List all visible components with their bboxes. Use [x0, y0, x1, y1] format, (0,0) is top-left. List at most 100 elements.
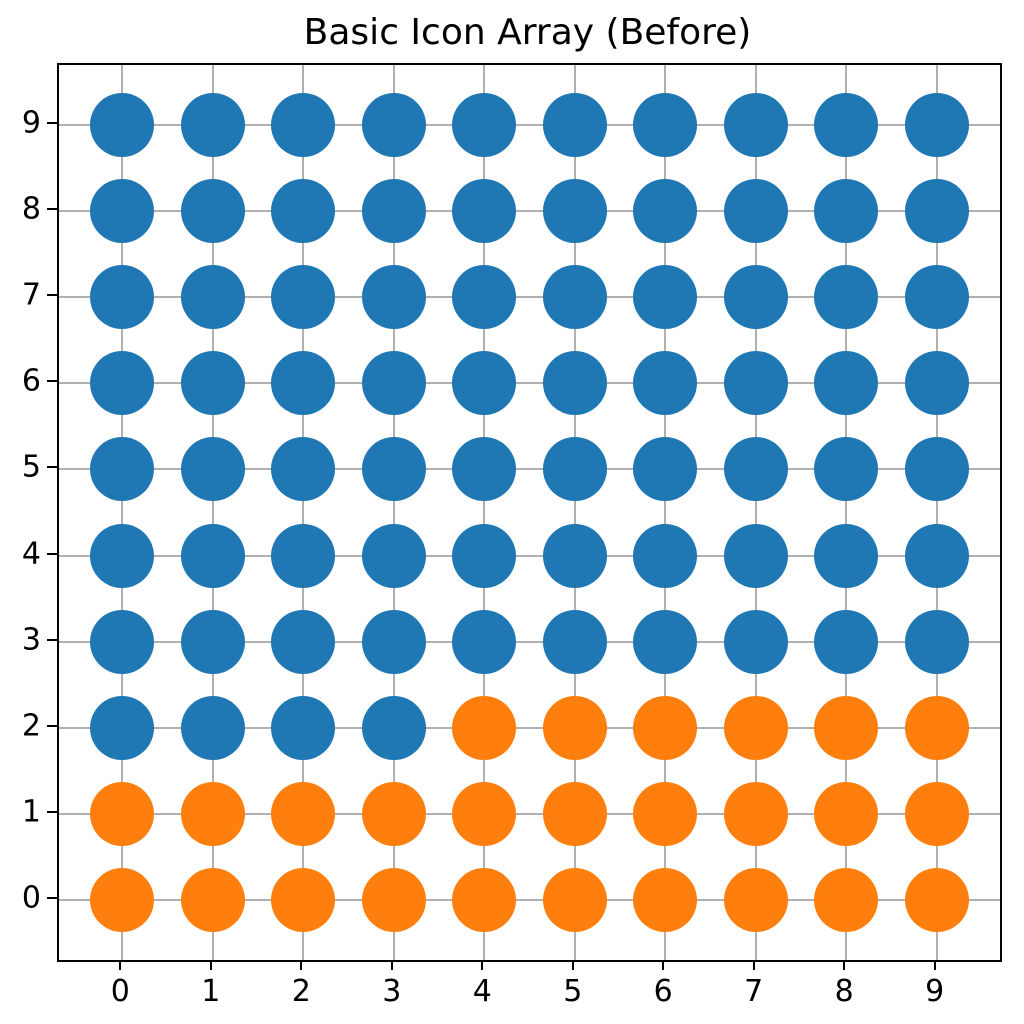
grid-line-vertical [664, 65, 667, 960]
y-axis-tick [47, 380, 57, 383]
icon-array-dot [814, 265, 879, 330]
icon-array-dot [904, 609, 969, 674]
icon-array-dot [452, 781, 517, 846]
icon-array-dot [633, 179, 698, 244]
x-axis-tick [300, 960, 303, 970]
y-tick-label: 9 [21, 105, 41, 141]
icon-array-dot [452, 695, 517, 760]
y-axis-tick [47, 552, 57, 555]
y-axis-tick [47, 208, 57, 211]
icon-array-dot [361, 867, 426, 932]
icon-array-dot [542, 609, 607, 674]
icon-array-dot [904, 523, 969, 588]
x-tick-label: 1 [201, 974, 221, 1009]
grid-line-vertical [754, 65, 757, 960]
y-tick-label: 6 [21, 363, 41, 399]
icon-array-dot [271, 867, 336, 932]
y-tick-label: 5 [21, 449, 41, 485]
grid-line-vertical [483, 65, 486, 960]
icon-array-dot [361, 609, 426, 674]
icon-array-dot [723, 695, 788, 760]
icon-array-dot [452, 265, 517, 330]
icon-array-dot [904, 93, 969, 158]
y-tick-label: 8 [21, 191, 41, 227]
icon-array-dot [90, 695, 155, 760]
icon-array-dot [904, 351, 969, 416]
icon-array-dot [180, 93, 245, 158]
icon-array-dot [180, 351, 245, 416]
icon-array-dot [904, 179, 969, 244]
icon-array-dot [814, 351, 879, 416]
icon-array-dot [180, 265, 245, 330]
icon-array-dot [542, 695, 607, 760]
y-tick-label: 7 [21, 277, 41, 313]
grid-line-horizontal [59, 812, 1000, 815]
icon-array-dot [452, 351, 517, 416]
grid-line-horizontal [59, 554, 1000, 557]
icon-array-dot [723, 781, 788, 846]
icon-array-dot [633, 781, 698, 846]
icon-array-dot [904, 867, 969, 932]
icon-array-dot [633, 695, 698, 760]
icon-array-dot [542, 265, 607, 330]
grid-line-horizontal [59, 296, 1000, 299]
icon-array-dot [90, 93, 155, 158]
icon-array-dot [452, 609, 517, 674]
icon-array-dot [633, 867, 698, 932]
icon-array-dot [271, 695, 336, 760]
icon-array-dot [271, 265, 336, 330]
grid-line-horizontal [59, 640, 1000, 643]
x-axis-tick [571, 960, 574, 970]
icon-array-dot [542, 93, 607, 158]
icon-array-dot [723, 351, 788, 416]
icon-array-dot [904, 265, 969, 330]
icon-array-dot [452, 867, 517, 932]
icon-array-dot [542, 437, 607, 502]
icon-array-dot [723, 265, 788, 330]
x-axis-tick [209, 960, 212, 970]
icon-array-dot [814, 695, 879, 760]
icon-array-dot [814, 179, 879, 244]
grid-line-vertical [573, 65, 576, 960]
icon-array-dot [180, 781, 245, 846]
icon-array-dot [633, 265, 698, 330]
x-axis-tick [119, 960, 122, 970]
icon-array-dot [452, 523, 517, 588]
icon-array-dot [180, 437, 245, 502]
icon-array-dot [814, 609, 879, 674]
x-tick-label: 3 [382, 974, 402, 1009]
grid-line-horizontal [59, 726, 1000, 729]
y-axis-tick [47, 724, 57, 727]
grid-line-horizontal [59, 210, 1000, 213]
icon-array-dot [542, 781, 607, 846]
icon-array-dot [90, 609, 155, 674]
grid-line-horizontal [59, 382, 1000, 385]
icon-array-dot [271, 781, 336, 846]
x-axis-tick [390, 960, 393, 970]
grid-line-vertical [935, 65, 938, 960]
y-axis-tick [47, 638, 57, 641]
icon-array-dot [271, 179, 336, 244]
grid-line-vertical [211, 65, 214, 960]
icon-array-dot [633, 351, 698, 416]
icon-array-dot [723, 609, 788, 674]
icon-array-dot [271, 609, 336, 674]
icon-array-dot [90, 179, 155, 244]
x-tick-label: 9 [925, 974, 945, 1009]
y-axis-tick [47, 466, 57, 469]
plot-title: Basic Icon Array (Before) [303, 12, 752, 53]
icon-array-dot [723, 523, 788, 588]
y-axis-tick [47, 896, 57, 899]
icon-array-dot [90, 781, 155, 846]
icon-array-dot [452, 437, 517, 502]
y-axis-tick [47, 122, 57, 125]
icon-array-dot [180, 179, 245, 244]
plot-area [57, 63, 1002, 962]
icon-array-dot [814, 867, 879, 932]
x-axis-tick [481, 960, 484, 970]
x-axis-tick [752, 960, 755, 970]
icon-array-dot [542, 523, 607, 588]
icon-array-dot [814, 523, 879, 588]
grid-line-horizontal [59, 124, 1000, 127]
